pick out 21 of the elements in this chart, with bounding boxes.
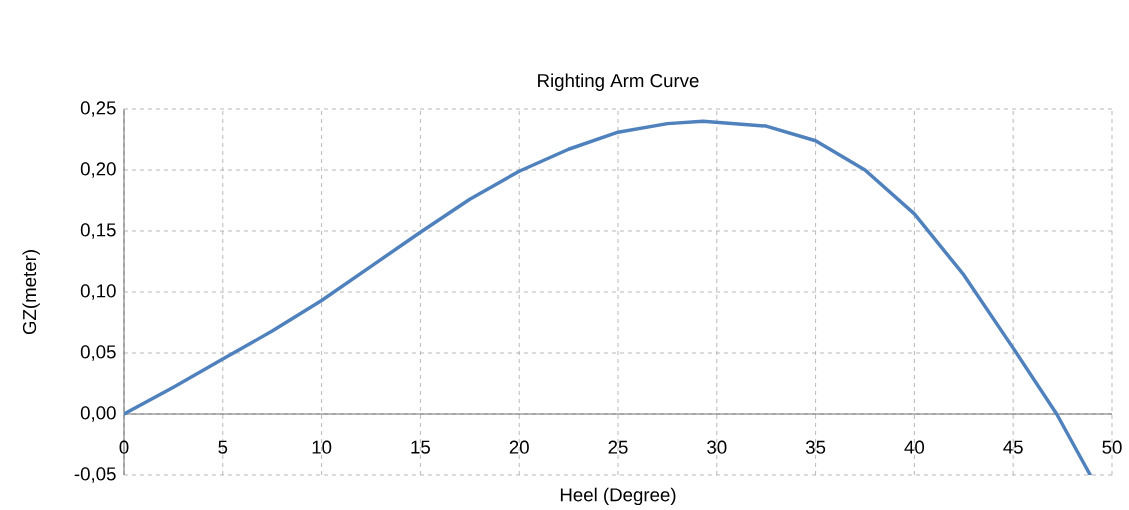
y-tick-label: 0,15 bbox=[80, 223, 116, 239]
x-tick-label: 30 bbox=[707, 440, 727, 454]
x-tick-label: 10 bbox=[312, 440, 332, 454]
y-tick-label: -0,05 bbox=[74, 467, 116, 483]
x-tick-label: 5 bbox=[218, 440, 228, 454]
x-tick-label: 25 bbox=[608, 440, 628, 454]
x-tick-label: 45 bbox=[1003, 440, 1023, 454]
y-tick-label: 0,25 bbox=[80, 101, 116, 117]
x-tick-label: 40 bbox=[904, 440, 925, 454]
x-tick-label: 50 bbox=[1102, 440, 1122, 454]
x-tick-label: 20 bbox=[509, 440, 529, 454]
y-tick-label: 0,20 bbox=[80, 162, 116, 178]
x-tick-label: 35 bbox=[805, 440, 826, 454]
y-axis-title: GZ(meter) bbox=[22, 250, 40, 335]
y-tick-label: 0,05 bbox=[80, 345, 116, 361]
x-axis-title: Heel (Degree) bbox=[560, 487, 676, 506]
y-tick-label: 0,10 bbox=[80, 284, 116, 300]
y-tick-label: 0,00 bbox=[80, 406, 116, 422]
x-tick-label: 15 bbox=[411, 440, 430, 454]
chart-title: Righting Arm Curve bbox=[538, 73, 699, 92]
x-tick-label: 0 bbox=[119, 440, 129, 454]
